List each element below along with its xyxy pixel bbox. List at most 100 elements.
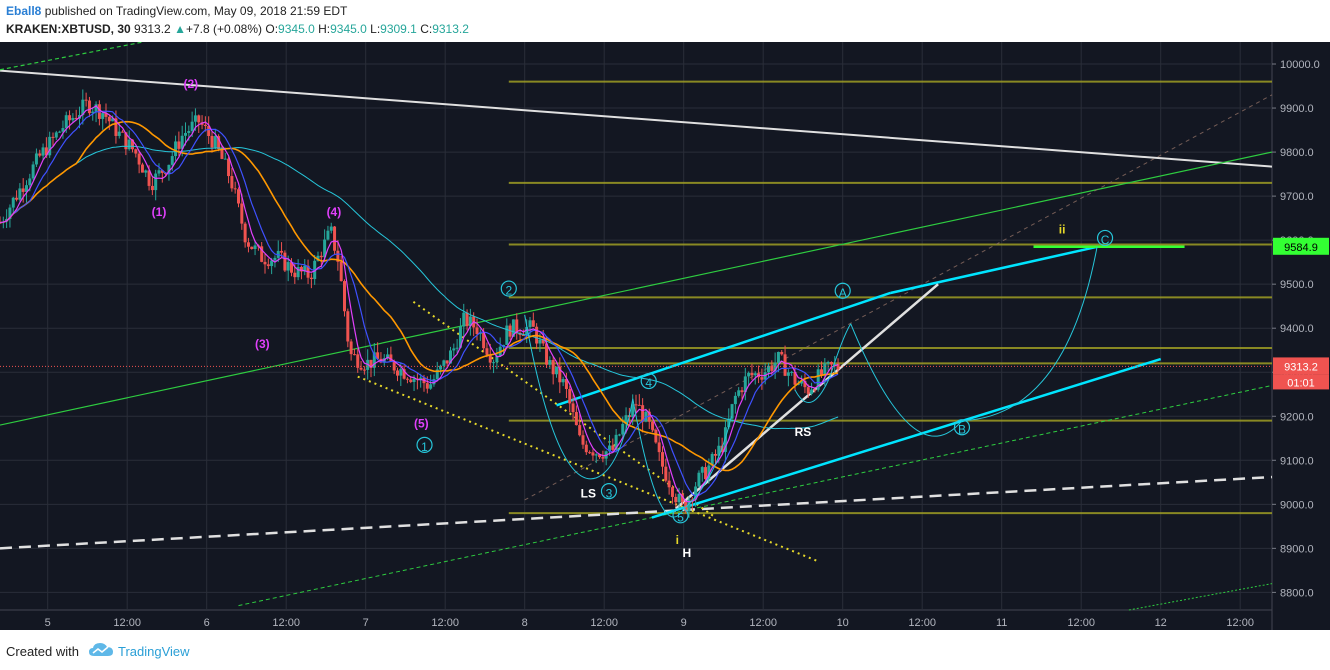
candle-body: [121, 131, 125, 133]
y-tick-label: 9100.0: [1280, 455, 1314, 467]
pattern-label-H: H: [683, 546, 692, 560]
created-with-text: Created with: [6, 644, 79, 659]
low-value: 9309.1: [380, 22, 417, 36]
candle-body: [253, 245, 257, 249]
y-tick-label: 8900.0: [1280, 543, 1314, 555]
candle-body: [611, 445, 615, 450]
pattern-label-LS: LS: [581, 487, 596, 501]
yellow-dotted-lower: [357, 375, 820, 563]
candle-body: [816, 369, 820, 390]
candle-body: [770, 365, 774, 371]
x-tick-label: 8: [522, 617, 528, 629]
candle-body: [34, 153, 38, 165]
candle-body: [147, 170, 151, 186]
y-tick-label: 9200.0: [1280, 411, 1314, 423]
candle-body: [747, 372, 751, 377]
candle-body: [657, 442, 661, 453]
candle-body: [429, 384, 433, 389]
candle-body: [727, 418, 731, 428]
green-dotted-line: [1128, 583, 1273, 611]
candle-body: [776, 351, 780, 363]
candle-body: [677, 493, 681, 503]
symbol-line: KRAKEN:XBTUSD, 30 9313.2 ▲+7.8 (+0.08%) …: [6, 22, 469, 36]
y-tick-label: 9000.0: [1280, 499, 1314, 511]
wave-label-3: 3: [606, 486, 613, 500]
candle-body: [144, 170, 148, 173]
candle-body: [723, 427, 727, 452]
candle-body: [561, 379, 565, 383]
x-tick-label: 12: [1155, 617, 1167, 629]
right-shoulder-arc: [794, 323, 852, 403]
cyan-upper-channel: [556, 291, 891, 407]
high-label: H:: [318, 22, 331, 36]
wave-label-(4): (4): [327, 205, 342, 219]
candle-body: [349, 341, 353, 355]
candle-body: [263, 261, 267, 265]
candle-body: [647, 411, 651, 422]
candle-body: [68, 115, 72, 121]
pattern-label-RS: RS: [795, 425, 812, 439]
author-name[interactable]: Eball8: [6, 4, 42, 18]
candle-body: [167, 164, 171, 175]
candle-body: [780, 351, 784, 355]
candle-body: [697, 472, 701, 487]
candle-body: [452, 348, 456, 351]
x-tick-label: 7: [363, 617, 369, 629]
candle-body: [614, 434, 618, 450]
candle-body: [61, 128, 65, 132]
candle-body: [21, 188, 25, 192]
candle-body: [64, 115, 68, 129]
time-axis[interactable]: 5 12:00 6 12:00 7 12:00 8 12:00 9 12:00 10 12:00 11 1…: [45, 617, 1254, 629]
wave-label-(1): (1): [152, 205, 167, 219]
candle-body: [299, 266, 303, 272]
candle-body: [273, 257, 277, 261]
wave-label-1-circle: [416, 436, 433, 453]
wave-label-A-circle: [834, 282, 851, 299]
candle-body: [803, 380, 807, 388]
candle-body: [376, 352, 380, 359]
candle-body: [505, 325, 509, 345]
candle-body: [316, 255, 320, 261]
candle-body: [704, 467, 708, 480]
candle-body: [117, 131, 121, 136]
candle-body: [124, 132, 128, 150]
candle-body: [84, 99, 88, 101]
head-shoulders-arc: [524, 314, 732, 518]
y-tick-label: 10000.0: [1280, 59, 1320, 71]
candle-body: [548, 360, 552, 365]
candle-body: [760, 377, 764, 380]
candle-body: [81, 99, 85, 116]
target-price-label: 9584.9: [1284, 242, 1318, 254]
candle-body: [104, 113, 108, 117]
tradingview-brand-link[interactable]: TradingView: [118, 644, 190, 659]
close-value: 9313.2: [432, 22, 469, 36]
candle-body: [502, 344, 505, 347]
candle-body: [412, 378, 416, 382]
candle-body: [468, 316, 472, 327]
candle-body: [399, 369, 403, 376]
wave-label-5: 5: [677, 510, 684, 524]
close-label: C:: [420, 22, 433, 36]
white-downtrend-line: [0, 69, 1273, 168]
chart-header: Eball8 published on TradingView.com, May…: [0, 0, 1330, 42]
candle-body: [621, 423, 625, 435]
candle-body: [439, 365, 443, 370]
candle-body: [150, 185, 154, 191]
candle-body: [482, 333, 486, 349]
target-price-tag: [1273, 237, 1329, 255]
candle-body: [101, 113, 105, 119]
y-tick-label: 8800.0: [1280, 587, 1314, 599]
candle-body: [651, 421, 655, 430]
candle-body: [661, 452, 664, 467]
candle-body: [790, 371, 794, 373]
candle-body: [28, 178, 32, 186]
candle-body: [323, 239, 327, 258]
price-axis[interactable]: 10000.09900.09800.09700.09600.09500.0940…: [0, 59, 1329, 599]
candle-body: [111, 118, 115, 122]
candle-body: [836, 364, 840, 370]
green-dashed-line: [238, 384, 1273, 607]
candle-body: [58, 131, 62, 133]
wave-label-2-circle: [500, 280, 517, 297]
ma-50-line: [0, 120, 839, 472]
